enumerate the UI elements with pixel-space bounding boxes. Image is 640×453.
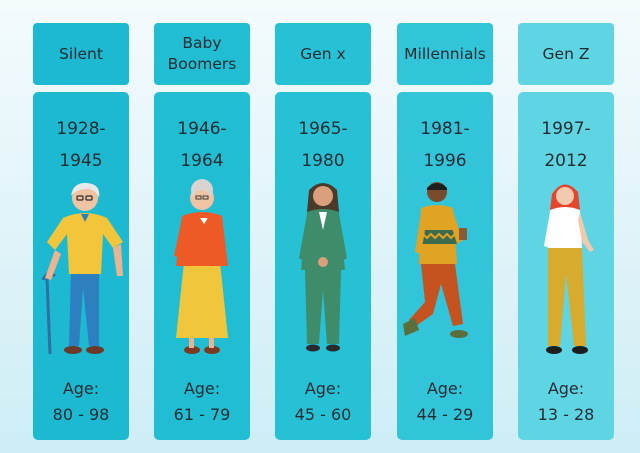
years-start: 1981- [420, 119, 470, 139]
years-start: 1946- [177, 119, 227, 139]
years-end: 1964 [180, 151, 224, 171]
generation-name-line2: Boomers [167, 55, 237, 73]
generation-years: 1965- 1980 [275, 113, 371, 177]
generation-header: Gen x [275, 23, 371, 85]
generation-header: Baby Boomers [154, 23, 250, 85]
generation-age: Age: 80 - 98 [33, 376, 129, 428]
young-man-coffee-illustration [403, 182, 468, 338]
generation-age: Age: 61 - 79 [154, 376, 250, 428]
age-label: Age: [426, 379, 464, 398]
generation-header: Millennials [397, 23, 493, 85]
years-end: 1945 [59, 151, 103, 171]
young-woman-illustration [544, 184, 594, 354]
generation-name: Silent [59, 44, 103, 63]
age-label: Age: [62, 379, 100, 398]
generation-age: Age: 44 - 29 [397, 376, 493, 428]
age-range: 45 - 60 [294, 405, 352, 424]
age-range: 80 - 98 [52, 405, 110, 424]
age-label: Age: [183, 379, 221, 398]
age-label: Age: [304, 379, 342, 398]
years-end: 2012 [544, 151, 588, 171]
generation-header: Gen Z [518, 23, 614, 85]
generation-years: 1981- 1996 [397, 113, 493, 177]
generation-name-line1: Baby [182, 34, 222, 52]
elderly-woman-illustration [174, 179, 228, 354]
years-end: 1996 [423, 151, 467, 171]
age-range: 13 - 28 [537, 405, 595, 424]
generation-name: Gen Z [542, 44, 590, 63]
elderly-man-illustration [41, 182, 123, 355]
years-start: 1997- [541, 119, 591, 139]
generation-years: 1997- 2012 [518, 113, 614, 177]
woman-green-suit-illustration [299, 183, 347, 352]
years-start: 1965- [298, 119, 348, 139]
generation-age: Age: 45 - 60 [275, 376, 371, 428]
generation-header: Silent [33, 23, 129, 85]
generation-years: 1928- 1945 [33, 113, 129, 177]
age-range: 61 - 79 [173, 405, 231, 424]
age-label: Age: [547, 379, 585, 398]
generation-age: Age: 13 - 28 [518, 376, 614, 428]
generation-name: Gen x [300, 44, 346, 63]
years-start: 1928- [56, 119, 106, 139]
age-range: 44 - 29 [416, 405, 474, 424]
years-end: 1980 [301, 151, 345, 171]
generation-years: 1946- 1964 [154, 113, 250, 177]
generation-name: Millennials [404, 44, 486, 63]
